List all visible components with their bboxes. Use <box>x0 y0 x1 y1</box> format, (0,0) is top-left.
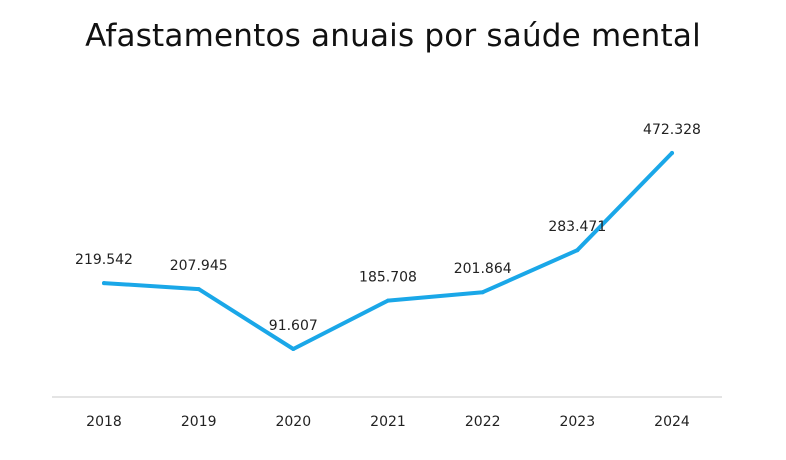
x-tick-2018: 2018 <box>86 414 122 430</box>
data-labels: 219.542 207.945 91.607 185.708 201.864 283.47… <box>75 122 701 351</box>
data-point-2021 <box>386 298 390 303</box>
data-label-2022: 201.864 <box>454 261 512 277</box>
x-tick-2019: 2019 <box>181 414 217 430</box>
data-label-2021: 185.708 <box>359 270 417 286</box>
data-label-2023: 283.471 <box>548 219 606 235</box>
data-point-2022 <box>480 290 485 295</box>
data-point-2020 <box>291 347 296 351</box>
data-label-2018: 219.542 <box>75 252 133 268</box>
data-point-2018 <box>102 281 106 286</box>
data-label-2020: 91.607 <box>269 318 318 334</box>
data-point-2019 <box>196 287 201 292</box>
x-tick-labels: 2018 2019 2020 2021 2022 2023 2024 <box>86 414 690 430</box>
x-tick-2022: 2022 <box>465 414 501 430</box>
data-point-2024 <box>670 151 674 155</box>
x-tick-2023: 2023 <box>559 414 595 430</box>
data-label-2019: 207.945 <box>170 258 228 274</box>
x-tick-2020: 2020 <box>275 414 311 430</box>
data-label-2024: 472.328 <box>643 122 701 138</box>
data-point-2023 <box>575 248 580 253</box>
x-tick-2021: 2021 <box>370 414 406 430</box>
series-line <box>102 151 674 351</box>
x-tick-2024: 2024 <box>654 414 690 430</box>
chart-title: Afastamentos anuais por saúde mental <box>85 18 701 54</box>
